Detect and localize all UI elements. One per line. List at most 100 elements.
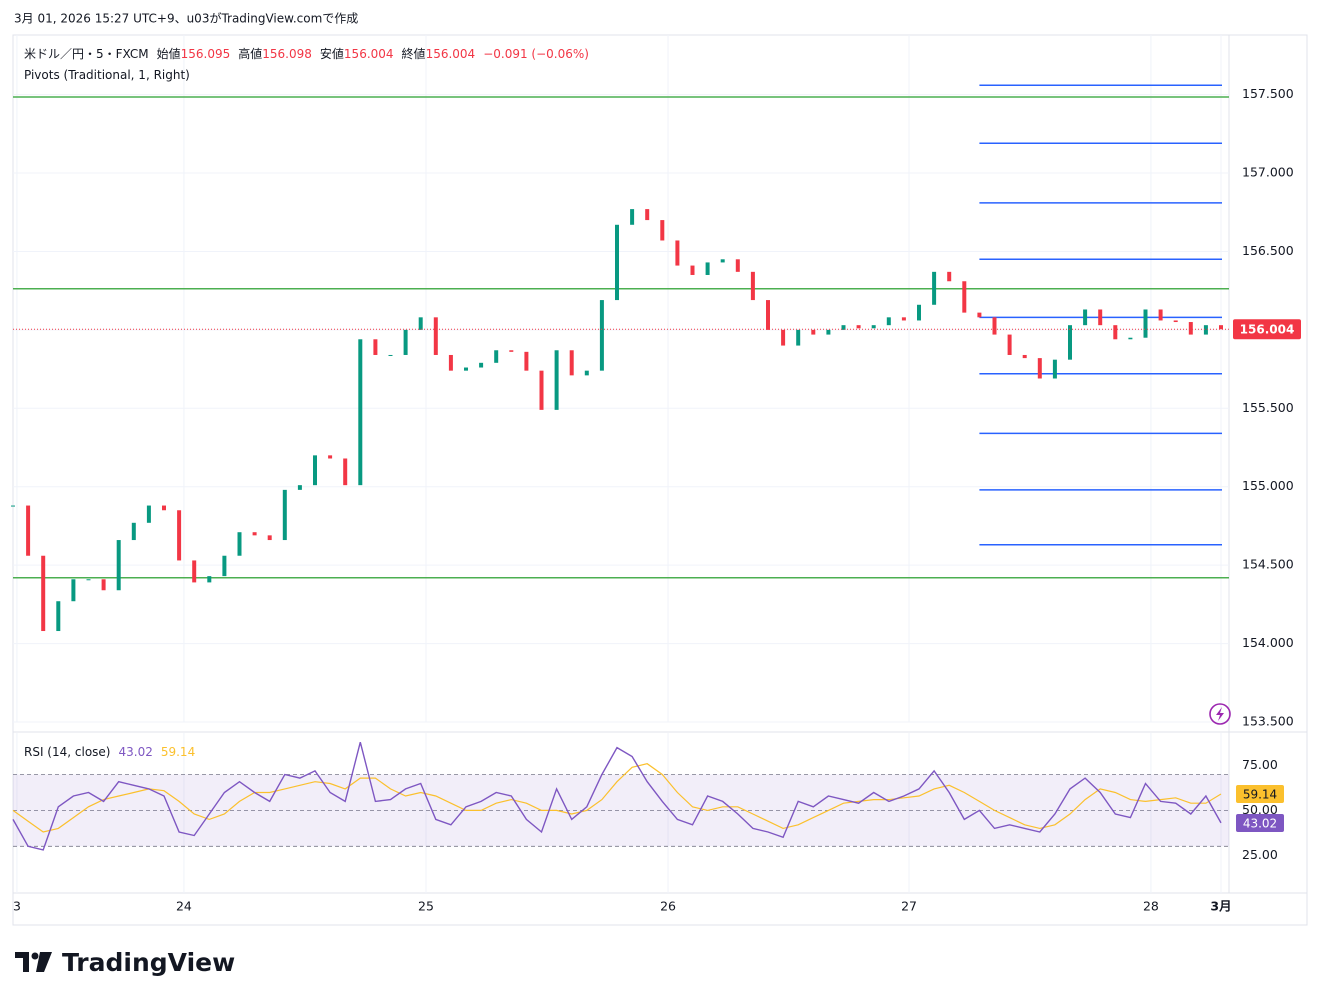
x-tick-label: 3 [13, 899, 21, 914]
legend-item: 59.14 [161, 745, 195, 759]
candle [947, 271, 952, 282]
candle [630, 209, 635, 225]
legend-item: 156.098 [262, 47, 312, 61]
candle [932, 271, 937, 305]
candle [418, 317, 423, 330]
y-tick-label: 153.500 [1242, 714, 1294, 729]
candle [690, 265, 695, 275]
y-tick-label: 156.500 [1242, 243, 1294, 258]
rsi-value-box [1236, 784, 1284, 803]
candle [101, 579, 106, 591]
legend-item: 始値 [157, 46, 181, 61]
labels: 3 24 25 26 27 28 3月 153.500 154.000 154.500 155.00… [13, 46, 1301, 914]
candle [811, 329, 816, 335]
candle [86, 579, 91, 581]
candle [766, 300, 770, 330]
y-tick-label: 154.500 [1242, 557, 1294, 572]
legend-item: 43.02 [118, 745, 152, 759]
legend-item: −0.091 (−0.06%) [483, 47, 589, 61]
candle [1203, 325, 1208, 335]
candle [871, 325, 876, 329]
legend-item: 米ドル／円・5・FXCM [24, 47, 149, 61]
candle [1113, 325, 1118, 340]
candle [856, 325, 861, 329]
candle [660, 220, 665, 241]
legend-item: 終値 [402, 46, 426, 61]
candle [388, 354, 393, 356]
legend: 米ドル／円・5・FXCM 始値156.095 高値156.098 安値156.004 終… [24, 46, 589, 61]
last-price-box [1233, 319, 1301, 340]
x-tick-label: 3月 [1210, 899, 1231, 914]
candle [524, 351, 529, 371]
x-tick-label: 26 [660, 899, 676, 914]
candle [207, 576, 212, 583]
rsi-line [12, 763, 1222, 833]
frame [12, 34, 1308, 926]
legend-item: 156.095 [181, 47, 231, 61]
candle [645, 209, 650, 221]
brand: TradingView [62, 948, 235, 977]
candle [1143, 309, 1148, 338]
candle [252, 532, 257, 536]
candle [1188, 322, 1193, 335]
candle [146, 505, 151, 523]
last-price-label: 156.004 [1240, 323, 1295, 337]
candle [1022, 354, 1027, 359]
candle [750, 271, 755, 301]
candle [282, 489, 287, 541]
candle [358, 339, 363, 486]
alert-icon [1209, 703, 1231, 725]
candle [1052, 359, 1057, 379]
candle [781, 329, 786, 346]
candle [539, 370, 544, 410]
candle [509, 350, 514, 352]
rsi-band-fill [13, 774, 1229, 847]
candle [735, 259, 740, 272]
candle [615, 224, 619, 301]
y-tick-label: 157.000 [1242, 165, 1294, 180]
grid [13, 35, 1229, 893]
y-tick-label: 155.500 [1242, 400, 1294, 415]
y-tick-label: 155.000 [1242, 478, 1294, 493]
candle [796, 329, 801, 346]
candle [569, 350, 574, 376]
candle [901, 317, 906, 321]
candle [131, 522, 136, 541]
candle [192, 560, 197, 583]
candle [373, 339, 378, 355]
caption: 3月 01, 2026 15:27 UTC+9、u03がTradingView.… [14, 11, 358, 26]
candle [297, 485, 302, 490]
legend-item: RSI (14, close) [24, 745, 110, 759]
candle [464, 367, 468, 371]
y-tick-label: 157.500 [1242, 86, 1294, 101]
candle [675, 240, 680, 266]
candle [313, 455, 317, 486]
legend: Pivots (Traditional, 1, Right) [24, 68, 190, 82]
candle [1007, 334, 1012, 355]
candle [267, 535, 272, 541]
candle [977, 312, 982, 318]
rsi-line [12, 742, 1222, 851]
rsi-tick-label: 50.00 [1242, 802, 1278, 817]
candle [71, 579, 76, 602]
candle [343, 458, 348, 486]
candle [237, 532, 242, 556]
candle [26, 505, 31, 556]
candle [1037, 358, 1042, 379]
logo: TradingView [15, 948, 235, 977]
candle [41, 555, 46, 632]
candle [162, 505, 166, 511]
candle [328, 455, 333, 459]
candle [705, 262, 710, 275]
rsi-tick-label: 75.00 [1242, 757, 1278, 772]
x-tick-label: 24 [176, 899, 192, 914]
x-tick-label: 27 [901, 899, 917, 914]
candle [403, 329, 408, 355]
candle [433, 317, 438, 355]
candle [584, 370, 589, 376]
candle [599, 300, 604, 371]
y-tick-label: 154.000 [1242, 635, 1294, 650]
candle [720, 259, 725, 263]
candle [962, 281, 967, 313]
